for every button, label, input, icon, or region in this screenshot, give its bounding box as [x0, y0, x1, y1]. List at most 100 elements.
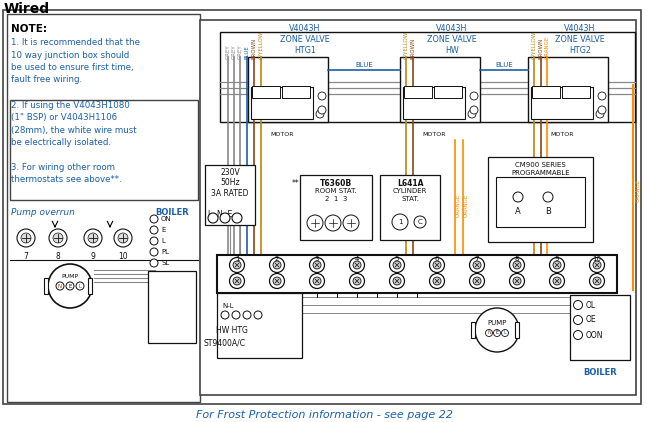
- Circle shape: [596, 110, 604, 118]
- Text: OON: OON: [586, 330, 604, 340]
- Text: MOTOR: MOTOR: [422, 133, 446, 138]
- Circle shape: [76, 282, 84, 290]
- Text: C: C: [417, 219, 422, 225]
- Circle shape: [430, 257, 444, 273]
- Circle shape: [309, 273, 325, 289]
- Circle shape: [313, 261, 321, 269]
- Bar: [220, 32, 635, 122]
- Circle shape: [318, 106, 326, 114]
- Text: GREY: GREY: [237, 44, 243, 59]
- Circle shape: [114, 229, 132, 247]
- Text: L: L: [161, 238, 165, 244]
- Bar: [300, 175, 372, 240]
- Text: 10: 10: [593, 256, 602, 262]
- Circle shape: [313, 277, 321, 285]
- Circle shape: [150, 237, 158, 245]
- Text: CYLINDER: CYLINDER: [393, 188, 427, 194]
- Text: BLUE: BLUE: [245, 45, 250, 59]
- Text: GREY: GREY: [226, 44, 230, 59]
- Text: 9: 9: [554, 256, 559, 262]
- Circle shape: [553, 261, 561, 269]
- Circle shape: [349, 257, 364, 273]
- Text: BLUE: BLUE: [495, 62, 513, 68]
- Circle shape: [309, 257, 325, 273]
- Circle shape: [494, 330, 501, 336]
- Text: 8: 8: [56, 252, 60, 261]
- Circle shape: [470, 92, 478, 100]
- Text: 3: 3: [314, 256, 319, 262]
- Circle shape: [56, 282, 64, 290]
- Circle shape: [573, 300, 582, 309]
- Circle shape: [230, 257, 245, 273]
- Bar: [488, 157, 593, 242]
- Bar: [403, 87, 465, 119]
- Circle shape: [433, 277, 441, 285]
- Text: ORANGE: ORANGE: [545, 36, 549, 59]
- Text: STAT.: STAT.: [401, 196, 419, 202]
- Bar: [7, 14, 200, 402]
- Text: L641A: L641A: [397, 179, 423, 188]
- Circle shape: [470, 106, 478, 114]
- Circle shape: [598, 106, 606, 114]
- Circle shape: [66, 282, 74, 290]
- Circle shape: [389, 257, 404, 273]
- Circle shape: [573, 330, 582, 340]
- Circle shape: [513, 261, 521, 269]
- Text: 1: 1: [398, 219, 402, 225]
- Bar: [404, 86, 432, 98]
- Text: 10 way junction box should: 10 way junction box should: [11, 51, 129, 60]
- Circle shape: [243, 311, 251, 319]
- Circle shape: [509, 273, 525, 289]
- Circle shape: [273, 277, 281, 285]
- Text: V4043H
ZONE VALVE
HW: V4043H ZONE VALVE HW: [427, 24, 477, 55]
- Text: V4043H
ZONE VALVE
HTG2: V4043H ZONE VALVE HTG2: [555, 24, 605, 55]
- Circle shape: [589, 257, 604, 273]
- Circle shape: [513, 277, 521, 285]
- Bar: [252, 86, 280, 98]
- Circle shape: [254, 311, 262, 319]
- Text: BLUE: BLUE: [355, 62, 373, 68]
- Circle shape: [593, 277, 601, 285]
- Bar: [515, 322, 519, 338]
- Bar: [400, 57, 480, 122]
- Text: Wired: Wired: [4, 2, 50, 16]
- Circle shape: [414, 216, 426, 228]
- Circle shape: [501, 330, 509, 336]
- Circle shape: [17, 229, 35, 247]
- Bar: [44, 278, 48, 294]
- Circle shape: [473, 277, 481, 285]
- Circle shape: [220, 213, 230, 223]
- Text: BROWN: BROWN: [538, 38, 543, 59]
- Text: 6: 6: [435, 256, 439, 262]
- Circle shape: [208, 213, 218, 223]
- Circle shape: [150, 248, 158, 256]
- Text: 5: 5: [395, 256, 399, 262]
- Text: L: L: [503, 330, 507, 335]
- Circle shape: [230, 273, 245, 289]
- Text: N: N: [58, 284, 62, 289]
- Text: SL: SL: [161, 260, 170, 266]
- Text: For Frost Protection information - see page 22: For Frost Protection information - see p…: [197, 410, 454, 420]
- Bar: [562, 86, 590, 98]
- Circle shape: [233, 277, 241, 285]
- Text: ROOM STAT.: ROOM STAT.: [315, 188, 357, 194]
- Circle shape: [53, 233, 63, 243]
- Circle shape: [349, 273, 364, 289]
- Text: (1" BSP) or V4043H1106: (1" BSP) or V4043H1106: [11, 113, 117, 122]
- Text: N: N: [487, 330, 491, 335]
- Text: 230V
50Hz
3A RATED: 230V 50Hz 3A RATED: [212, 168, 248, 198]
- Text: ON: ON: [161, 216, 171, 222]
- Text: L  N  E: L N E: [208, 210, 232, 219]
- Text: N-L: N-L: [222, 303, 234, 309]
- Bar: [282, 86, 310, 98]
- Circle shape: [549, 257, 564, 273]
- Circle shape: [468, 110, 476, 118]
- Text: NOTE:: NOTE:: [11, 24, 47, 34]
- Circle shape: [393, 261, 401, 269]
- Circle shape: [475, 308, 519, 352]
- Text: PUMP: PUMP: [61, 274, 78, 279]
- Text: OE: OE: [586, 316, 597, 325]
- Circle shape: [318, 92, 326, 100]
- Circle shape: [433, 261, 441, 269]
- Text: PUMP: PUMP: [487, 320, 507, 326]
